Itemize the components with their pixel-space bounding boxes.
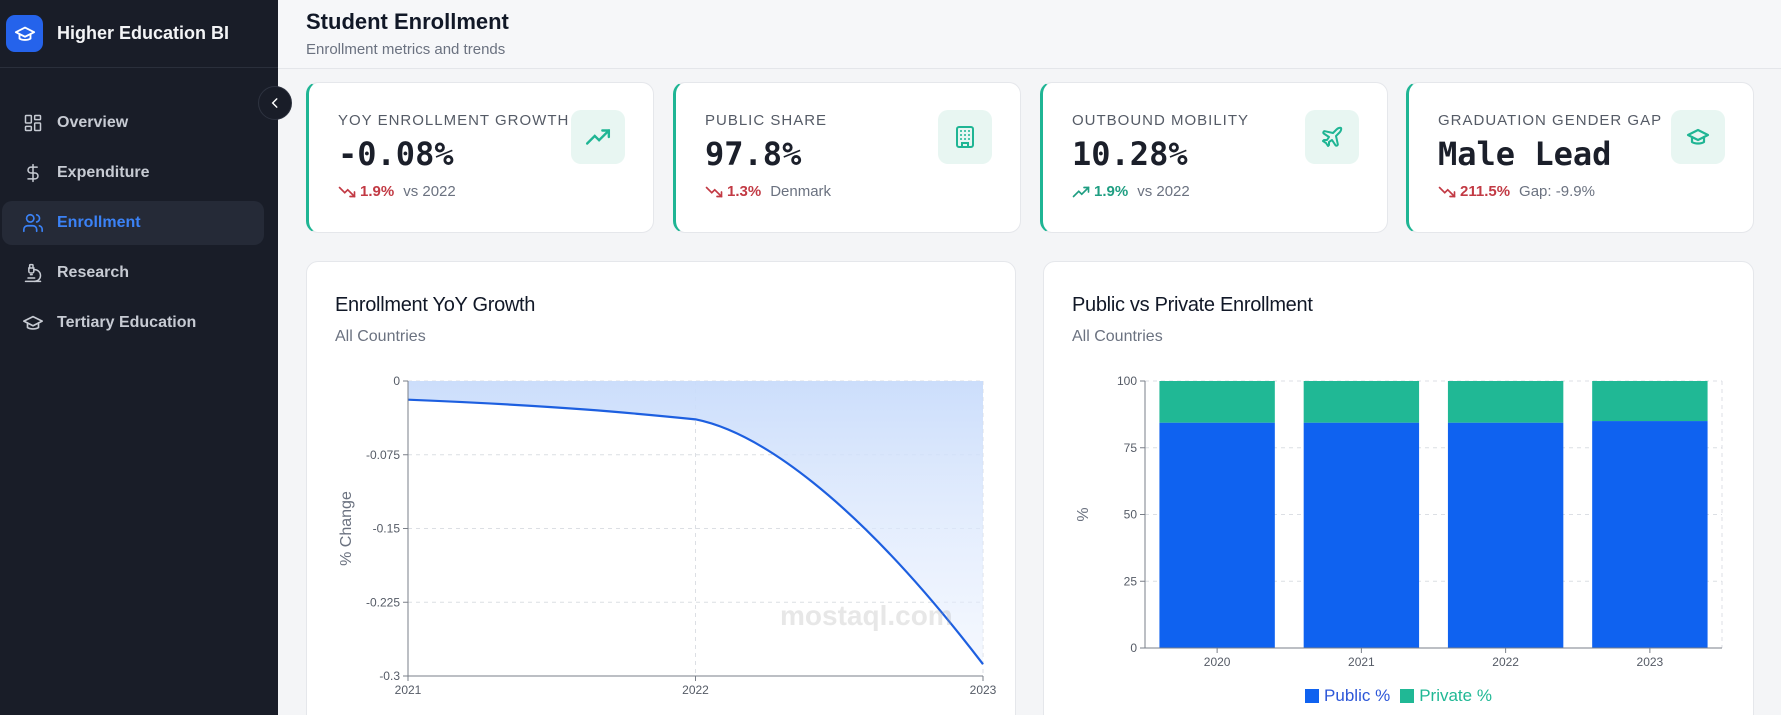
kpi-delta-value: 1.3% [727,183,762,200]
svg-text:2023: 2023 [970,683,997,697]
graduation-cap-icon [21,311,45,335]
svg-text:2021: 2021 [395,683,422,697]
brand: Higher Education BI [0,0,278,68]
kpi-delta-context: vs 2022 [1137,183,1190,200]
page-subtitle: Enrollment metrics and trends [306,41,506,58]
kpi-value: 97.8% [705,135,802,173]
dollar-icon [21,161,45,185]
trending-up-icon [571,110,625,164]
chart-subtitle: All Countries [1072,328,1163,345]
trending-down-icon [1438,186,1456,197]
sidebar-item-label: Tertiary Education [57,314,197,331]
svg-text:0: 0 [393,374,400,388]
svg-text:2023: 2023 [1637,655,1664,669]
kpi-delta: 1.3% Denmark [705,183,1020,200]
kpi-delta-context: vs 2022 [403,183,456,200]
sidebar-nav: Overview Expenditure Enrollment Research… [0,68,278,345]
sidebar-item-tertiary-education[interactable]: Tertiary Education [2,301,264,345]
sidebar-item-label: Research [57,264,130,281]
kpi-card-outbound-mobility: OUTBOUND MOBILITY 10.28% 1.9% vs 2022 [1040,82,1388,233]
kpi-delta: 1.9% vs 2022 [338,183,653,200]
sidebar-item-overview[interactable]: Overview [2,101,264,145]
building-icon [938,110,992,164]
svg-text:0: 0 [1130,641,1137,655]
chart-card-public-private: Public vs Private Enrollment All Countri… [1043,261,1754,715]
page-header: Student Enrollment Enrollment metrics an… [278,0,1781,69]
chart-legend: Public % Private % [1044,686,1753,706]
chart-subtitle: All Countries [335,328,426,345]
kpi-value: 10.28% [1072,135,1188,173]
trending-up-icon [1072,186,1090,197]
svg-text:-0.225: -0.225 [366,595,400,609]
svg-text:-0.15: -0.15 [373,522,401,536]
trending-down-icon [338,186,356,197]
sidebar-item-label: Expenditure [57,164,150,181]
legend-label: Private % [1419,686,1492,705]
graduation-cap-icon [6,15,43,52]
svg-text:50: 50 [1124,508,1138,522]
svg-text:75: 75 [1124,441,1138,455]
trending-down-icon [705,186,723,197]
graduation-cap-icon [1671,110,1725,164]
kpi-card-public-share: PUBLIC SHARE 97.8% 1.3% Denmark [673,82,1021,233]
kpi-label: YOY ENROLLMENT GROWTH [338,112,570,129]
kpi-delta-value: 1.9% [360,183,395,200]
svg-text:%: % [1075,507,1092,521]
collapse-sidebar-button[interactable] [258,86,292,120]
svg-text:2022: 2022 [682,683,709,697]
kpi-value: -0.08% [338,135,454,173]
kpi-card-gender-gap: GRADUATION GENDER GAP Male Lead 211.5% G… [1406,82,1754,233]
kpi-delta: 211.5% Gap: -9.9% [1438,183,1753,200]
brand-name: Higher Education BI [57,23,230,43]
grid-icon [21,111,45,135]
svg-text:25: 25 [1124,574,1138,588]
svg-text:100: 100 [1117,374,1137,388]
svg-text:-0.3: -0.3 [379,669,400,683]
plane-icon [1305,110,1359,164]
page-title: Student Enrollment [306,9,509,34]
kpi-card-yoy-growth: YOY ENROLLMENT GROWTH -0.08% 1.9% vs 202… [306,82,654,233]
chart-title: Enrollment YoY Growth [335,294,536,316]
chevron-left-icon [271,98,278,108]
legend-swatch [1305,689,1320,703]
kpi-label: GRADUATION GENDER GAP [1438,112,1663,129]
kpi-delta-value: 1.9% [1094,183,1129,200]
chart-title: Public vs Private Enrollment [1072,294,1313,316]
kpi-label: PUBLIC SHARE [705,112,828,129]
kpi-delta-context: Gap: -9.9% [1519,183,1595,200]
legend-item-public[interactable]: Public % [1305,686,1390,706]
sidebar-item-label: Enrollment [57,214,141,231]
legend-label: Public % [1324,686,1391,705]
kpi-value: Male Lead [1438,135,1612,173]
sidebar-item-label: Overview [57,114,129,131]
sidebar-item-enrollment[interactable]: Enrollment [2,201,264,245]
kpi-label: OUTBOUND MOBILITY [1072,112,1250,129]
svg-text:2020: 2020 [1204,655,1231,669]
kpi-delta-value: 211.5% [1460,183,1511,200]
microscope-icon [21,261,45,285]
legend-item-private[interactable]: Private % [1400,686,1492,706]
svg-text:-0.075: -0.075 [366,448,400,462]
legend-swatch [1400,689,1415,703]
kpi-delta-context: Denmark [770,183,832,200]
sidebar-item-expenditure[interactable]: Expenditure [2,151,264,195]
users-icon [21,211,45,235]
sidebar-item-research[interactable]: Research [2,251,264,295]
sidebar: Higher Education BI Overview Expenditure… [0,0,278,715]
chart-card-yoy-growth: Enrollment YoY Growth All Countries 0 -0.… [306,261,1016,715]
stacked-bar-chart[interactable]: 0 25 50 75 100 2020 2021 2022 2023% [1044,262,1755,715]
svg-text:2022: 2022 [1492,655,1519,669]
svg-text:% Change: % Change [338,491,355,566]
svg-text:2021: 2021 [1348,655,1375,669]
kpi-delta: 1.9% vs 2022 [1072,183,1387,200]
